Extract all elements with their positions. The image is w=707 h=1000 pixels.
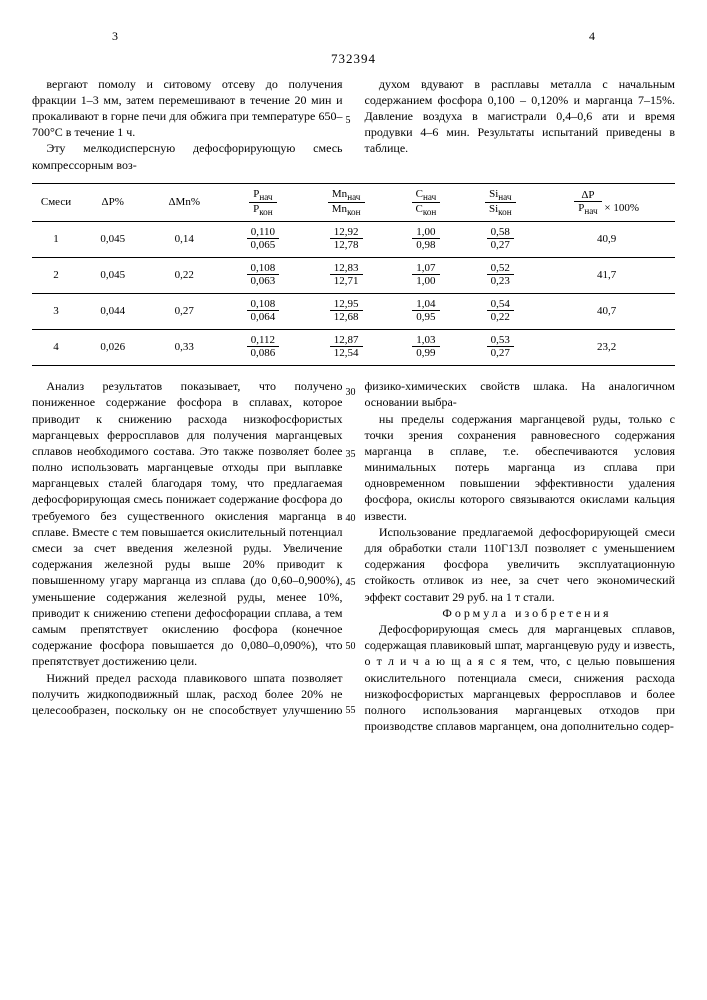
body-left-1: Анализ результатов показывает, что получ… bbox=[32, 378, 343, 669]
table-row: 10,0450,140,1100,06512,9212,781,000,980,… bbox=[32, 222, 675, 258]
th-dp: ΔP% bbox=[80, 183, 145, 222]
cell-dmn: 0,33 bbox=[145, 330, 223, 366]
top-left-para-2: Эту мелкодисперсную дефосфорирующую смес… bbox=[32, 140, 343, 172]
cell-n: 1 bbox=[32, 222, 80, 258]
cell-mn: 12,9212,78 bbox=[303, 222, 390, 258]
cell-dmn: 0,14 bbox=[145, 222, 223, 258]
cell-c: 1,000,98 bbox=[390, 222, 463, 258]
page-numbers: 3 4 bbox=[32, 28, 675, 44]
body-right-1: ны пределы содержания марганцевой руды, … bbox=[365, 411, 676, 524]
cell-mn: 12,8312,71 bbox=[303, 258, 390, 294]
body-columns: 30 35 40 45 50 55 Анализ результатов пок… bbox=[32, 378, 675, 734]
line-number: 50 bbox=[346, 640, 356, 654]
th-mn: MnначMnкон bbox=[303, 183, 390, 222]
cell-pct: 41,7 bbox=[538, 258, 675, 294]
page-left: 3 bbox=[112, 28, 118, 44]
page-right: 4 bbox=[589, 28, 595, 44]
cell-si: 0,580,27 bbox=[462, 222, 538, 258]
line-number: 55 bbox=[346, 704, 356, 718]
line-number: 40 bbox=[346, 512, 356, 526]
formula-body: Дефосфорирующая смесь для марганцевых сп… bbox=[365, 621, 676, 734]
formula-heading: Формула изобретения bbox=[365, 605, 676, 621]
th-c: CначCкон bbox=[390, 183, 463, 222]
cell-p: 0,1080,064 bbox=[223, 294, 303, 330]
cell-dp: 0,044 bbox=[80, 294, 145, 330]
cell-p: 0,1080,063 bbox=[223, 258, 303, 294]
table-row: 20,0450,220,1080,06312,8312,711,071,000,… bbox=[32, 258, 675, 294]
cell-pct: 23,2 bbox=[538, 330, 675, 366]
cell-pct: 40,9 bbox=[538, 222, 675, 258]
line-number: 30 bbox=[346, 386, 356, 400]
th-pct: ΔPPнач × 100% bbox=[538, 183, 675, 222]
cell-mn: 12,8712,54 bbox=[303, 330, 390, 366]
cell-c: 1,040,95 bbox=[390, 294, 463, 330]
cell-si: 0,540,22 bbox=[462, 294, 538, 330]
cell-n: 4 bbox=[32, 330, 80, 366]
cell-p: 0,1100,065 bbox=[223, 222, 303, 258]
cell-pct: 40,7 bbox=[538, 294, 675, 330]
cell-mn: 12,9512,68 bbox=[303, 294, 390, 330]
th-mix: Смеси bbox=[32, 183, 80, 222]
top-left-para-1: вергают помолу и ситовому отсеву до полу… bbox=[32, 76, 343, 141]
cell-dp: 0,045 bbox=[80, 222, 145, 258]
top-right-para: духом вдувают в расплавы металла с начал… bbox=[365, 76, 676, 157]
cell-dp: 0,026 bbox=[80, 330, 145, 366]
cell-si: 0,530,27 bbox=[462, 330, 538, 366]
cell-p: 0,1120,086 bbox=[223, 330, 303, 366]
line-number: 35 bbox=[346, 448, 356, 462]
top-paragraphs: 5 вергают помолу и ситовому отсеву до по… bbox=[32, 76, 675, 173]
cell-dmn: 0,27 bbox=[145, 294, 223, 330]
cell-c: 1,030,99 bbox=[390, 330, 463, 366]
line-number: 45 bbox=[346, 576, 356, 590]
th-dmn: ΔMn% bbox=[145, 183, 223, 222]
cell-dp: 0,045 bbox=[80, 258, 145, 294]
line-number: 5 bbox=[346, 114, 351, 128]
table-row: 40,0260,330,1120,08612,8712,541,030,990,… bbox=[32, 330, 675, 366]
cell-c: 1,071,00 bbox=[390, 258, 463, 294]
th-si: SiначSiкон bbox=[462, 183, 538, 222]
results-table: Смеси ΔP% ΔMn% PначPкон MnначMnкон CначC… bbox=[32, 183, 675, 366]
cell-n: 3 bbox=[32, 294, 80, 330]
th-p: PначPкон bbox=[223, 183, 303, 222]
cell-n: 2 bbox=[32, 258, 80, 294]
body-right-2: Использование предлагаемой дефосфорирующ… bbox=[365, 524, 676, 605]
doc-number: 732394 bbox=[32, 50, 675, 68]
table-row: 30,0440,270,1080,06412,9512,681,040,950,… bbox=[32, 294, 675, 330]
cell-dmn: 0,22 bbox=[145, 258, 223, 294]
cell-si: 0,520,23 bbox=[462, 258, 538, 294]
